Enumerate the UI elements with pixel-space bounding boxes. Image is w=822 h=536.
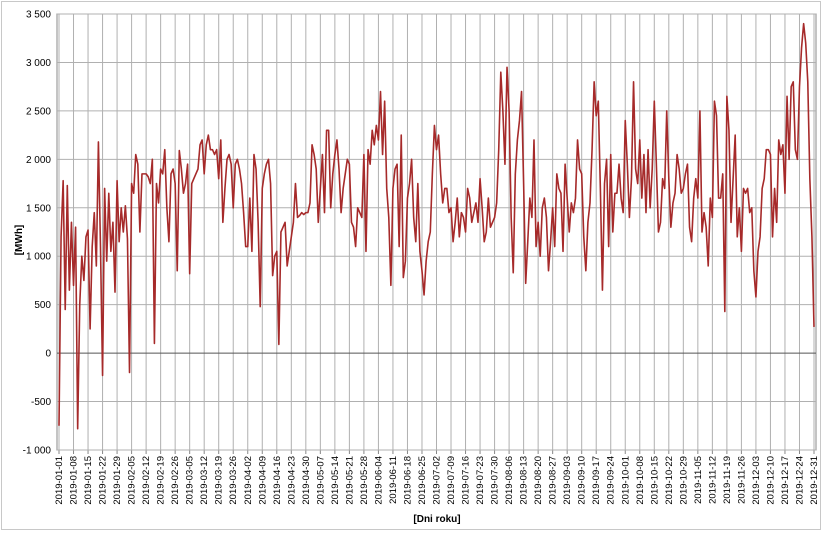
x-tick-label: 2019-02-26 <box>170 456 181 505</box>
y-tick-label: -500 <box>31 397 51 408</box>
x-tick-label: 2019-09-10 <box>577 456 588 505</box>
x-tick-label: 2019-03-26 <box>228 456 239 505</box>
x-tick-label: 2019-03-05 <box>185 456 196 505</box>
x-tick-label: 2019-08-06 <box>504 456 515 505</box>
x-tick-label: 2019-09-24 <box>606 456 617 505</box>
y-tick-label: 1 000 <box>26 252 51 263</box>
x-tick-label: 2019-10-08 <box>635 456 646 505</box>
y-tick-label: 2 500 <box>26 106 51 117</box>
x-tick-label: 2019-02-12 <box>141 456 152 505</box>
x-tick-label: 2019-10-15 <box>649 456 660 505</box>
x-tick-label: 2019-10-01 <box>620 456 631 505</box>
x-tick-label: 2019-08-20 <box>533 456 544 505</box>
x-tick-label: 2019-05-28 <box>359 456 370 505</box>
y-tick-label: 2 000 <box>26 155 51 166</box>
x-tick-label: 2019-12-31 <box>809 456 820 505</box>
x-tick-label: 2019-01-15 <box>83 456 94 505</box>
x-tick-label: 2019-05-07 <box>315 456 326 505</box>
x-tick-label: 2019-04-02 <box>243 456 254 505</box>
x-tick-label: 2019-01-29 <box>112 456 123 505</box>
x-tick-label: 2019-11-26 <box>736 456 747 504</box>
x-tick-label: 2019-09-03 <box>562 456 573 505</box>
x-tick-label: 2019-12-17 <box>780 456 791 505</box>
y-tick-label: 500 <box>34 300 51 311</box>
y-tick-label: -1 000 <box>23 446 52 457</box>
x-tick-label: 2019-08-13 <box>519 456 530 505</box>
x-tick-label: 2019-06-25 <box>417 456 428 505</box>
x-tick-label: 2019-06-18 <box>402 456 413 505</box>
x-tick-label: 2019-06-11 <box>388 456 399 504</box>
x-tick-label: 2019-06-04 <box>373 456 384 505</box>
x-tick-label: 2019-07-09 <box>446 456 457 505</box>
x-tick-label: 2019-12-03 <box>751 456 762 505</box>
x-tick-label: 2019-07-02 <box>432 456 443 505</box>
x-tick-label: 2019-01-08 <box>69 456 80 505</box>
x-tick-label: 2019-07-30 <box>490 456 501 505</box>
y-tick-label: 3 500 <box>26 10 51 21</box>
x-tick-label: 2019-11-19 <box>722 456 733 504</box>
x-tick-label: 2019-11-05 <box>693 456 704 504</box>
x-tick-label: 2019-10-29 <box>678 456 689 505</box>
x-tick-label: 2019-07-16 <box>461 456 472 505</box>
x-tick-label: 2019-01-22 <box>98 456 109 505</box>
x-axis-label: [Dni roku] <box>413 514 460 525</box>
y-axis-label: [MWh] <box>14 225 25 256</box>
x-tick-label: 2019-05-21 <box>344 456 355 505</box>
x-tick-label: 2019-03-19 <box>214 456 225 505</box>
x-tick-label: 2019-01-01 <box>54 456 65 505</box>
x-tick-label: 2019-04-23 <box>286 456 297 505</box>
x-tick-label: 2019-09-17 <box>591 456 602 505</box>
y-tick-label: 1 500 <box>26 203 51 214</box>
x-tick-label: 2019-12-24 <box>794 456 805 505</box>
x-tick-label: 2019-05-14 <box>330 456 341 505</box>
x-tick-label: 2019-04-30 <box>301 456 312 505</box>
x-tick-label: 2019-04-09 <box>257 456 268 505</box>
x-tick-label: 2019-11-12 <box>707 456 718 504</box>
x-tick-label: 2019-02-05 <box>127 456 138 505</box>
x-tick-label: 2019-12-10 <box>765 456 776 505</box>
x-tick-label: 2019-04-16 <box>272 456 283 505</box>
x-tick-label: 2019-07-23 <box>475 456 486 505</box>
x-tick-label: 2019-10-22 <box>664 456 675 505</box>
y-tick-label: 3 000 <box>26 58 51 69</box>
data-line <box>58 22 815 430</box>
y-tick-label: 0 <box>45 349 51 360</box>
x-tick-label: 2019-03-12 <box>199 456 210 505</box>
x-tick-label: 2019-08-27 <box>548 456 559 505</box>
x-tick-label: 2019-02-19 <box>156 456 167 505</box>
